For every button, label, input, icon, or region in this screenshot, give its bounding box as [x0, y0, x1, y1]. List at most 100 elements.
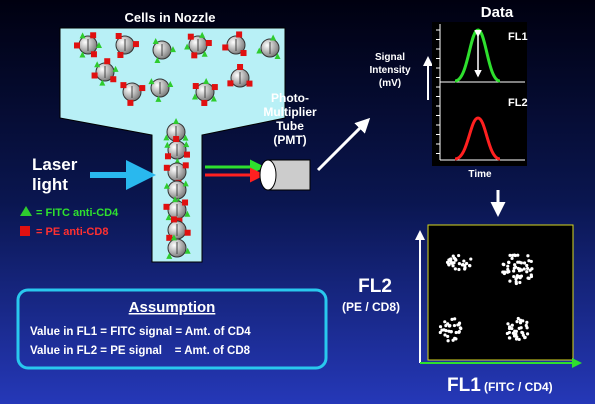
fitc — [210, 95, 217, 102]
dot — [446, 334, 450, 339]
dot — [506, 322, 510, 326]
y-label: Signal — [375, 52, 405, 63]
legend-label: = PE anti-CD8 — [36, 226, 108, 238]
dot — [458, 326, 462, 330]
dot — [507, 326, 512, 331]
dot — [525, 320, 529, 324]
dot — [438, 325, 443, 329]
dot — [520, 268, 524, 272]
dot — [512, 274, 516, 279]
dot — [463, 266, 467, 270]
pe — [183, 151, 190, 158]
dot — [525, 270, 529, 274]
fitc — [152, 37, 159, 44]
fitc — [270, 34, 277, 41]
pe — [176, 217, 183, 224]
dot — [448, 323, 452, 328]
dot — [515, 275, 519, 280]
pe — [182, 162, 189, 169]
fitc — [199, 31, 206, 38]
pe — [163, 164, 170, 171]
dot — [457, 253, 461, 258]
pe — [201, 99, 208, 106]
pmt-label: Multiplier — [263, 105, 317, 119]
cells — [74, 31, 281, 259]
pe — [191, 52, 198, 59]
fitc — [169, 46, 176, 53]
data-box — [432, 22, 527, 166]
dot — [457, 262, 462, 266]
dot — [518, 280, 522, 285]
fl2-sub: (PE / CD8) — [342, 300, 400, 314]
dot — [508, 336, 512, 340]
pe — [110, 76, 117, 83]
dot — [446, 339, 450, 343]
pe — [192, 83, 199, 90]
fitc — [191, 93, 198, 100]
dot — [512, 334, 517, 338]
pe — [170, 216, 177, 223]
y-label: Intensity — [369, 65, 411, 76]
fitc — [99, 79, 106, 86]
dot — [454, 330, 458, 335]
pe — [236, 31, 243, 38]
fitc — [79, 32, 86, 39]
dot — [464, 261, 469, 266]
dot — [512, 266, 516, 270]
dot — [452, 323, 457, 328]
laser-label: light — [32, 175, 68, 194]
pe — [173, 136, 180, 143]
dot — [510, 326, 514, 331]
pe — [90, 32, 97, 39]
dots — [438, 253, 534, 343]
dot — [468, 264, 472, 268]
dot — [521, 333, 525, 337]
pe-icon — [20, 226, 30, 236]
pe — [227, 80, 234, 87]
fl1-sub: (FITC / CD4) — [484, 380, 553, 394]
fitc — [94, 61, 101, 68]
dot — [507, 270, 511, 274]
dot — [513, 329, 517, 333]
x-label: Time — [468, 169, 492, 180]
dot — [454, 337, 458, 341]
dot — [508, 279, 512, 283]
channel-label: FL1 — [508, 31, 528, 43]
dot — [449, 330, 453, 334]
dot — [518, 321, 523, 325]
y-label: (mV) — [379, 78, 401, 89]
dot — [513, 253, 517, 258]
plot-box — [427, 224, 574, 361]
pe — [182, 199, 189, 206]
fitc-icon — [20, 206, 32, 216]
pe — [184, 229, 191, 236]
dot — [520, 330, 524, 334]
dot — [457, 322, 461, 327]
dot — [443, 320, 447, 324]
dot — [453, 317, 457, 321]
pmt-label: Photo- — [271, 91, 309, 105]
legend-label: = FITC anti-CD4 — [36, 207, 119, 219]
fitc — [163, 182, 170, 189]
dot — [521, 319, 525, 323]
dot — [517, 260, 522, 264]
signal-arrow — [316, 117, 371, 172]
fitc — [203, 78, 210, 85]
fitc — [167, 81, 174, 88]
ticks — [436, 29, 440, 154]
dot — [529, 273, 533, 277]
dot — [438, 330, 442, 335]
pe — [74, 42, 81, 49]
fitc — [164, 141, 171, 148]
pmt-face — [259, 159, 277, 191]
fitc — [256, 47, 263, 54]
dot — [451, 264, 455, 268]
dot — [444, 323, 448, 328]
pe — [139, 85, 146, 92]
dot — [506, 264, 510, 268]
pe — [237, 64, 244, 71]
pe — [240, 50, 247, 57]
dot — [527, 259, 531, 263]
dot — [447, 263, 451, 267]
dot — [443, 333, 447, 337]
